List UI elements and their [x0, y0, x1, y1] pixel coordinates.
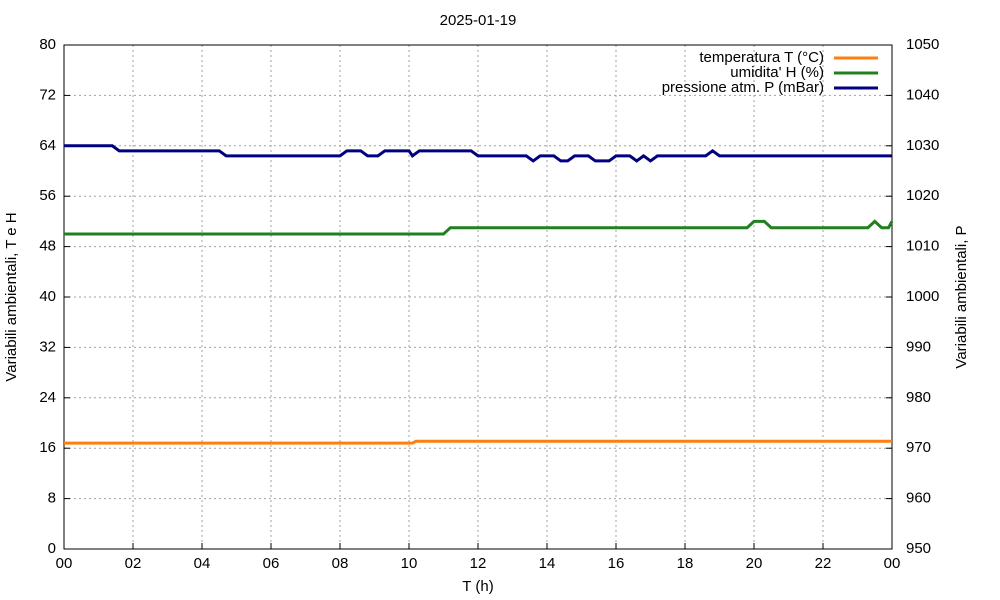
x-tick-label: 16 [608, 555, 625, 572]
y2-tick-label: 980 [906, 389, 931, 406]
y-tick-label: 64 [39, 137, 56, 154]
y-tick-label: 80 [39, 36, 56, 53]
data-line [64, 144, 892, 163]
y2-tick-label: 1030 [906, 137, 939, 154]
y2-tick-label: 1020 [906, 187, 939, 204]
x-tick-label: 20 [746, 555, 763, 572]
x-tick-label: 08 [332, 555, 349, 572]
y-tick-label: 32 [39, 338, 56, 355]
x-tick-label: 14 [539, 555, 556, 572]
y-tick-label: 24 [39, 389, 56, 406]
y2-tick-label: 960 [906, 490, 931, 507]
legend-label: pressione atm. P (mBar) [662, 79, 824, 96]
x-tick-label: 04 [194, 555, 211, 572]
y-tick-label: 56 [39, 187, 56, 204]
x-tick-label: 00 [884, 555, 901, 572]
y2-tick-label: 1000 [906, 288, 939, 305]
x-tick-label: 10 [401, 555, 418, 572]
y-tick-label: 16 [39, 439, 56, 456]
y-tick-label: 48 [39, 238, 56, 255]
x-tick-label: 18 [677, 555, 694, 572]
x-tick-label: 22 [815, 555, 832, 572]
y2-tick-label: 1050 [906, 36, 939, 53]
y-tick-label: 72 [39, 86, 56, 103]
x-tick-label: 12 [470, 555, 487, 572]
y2-axis-label: Variabili ambientali, P [953, 225, 970, 368]
y2-tick-label: 1010 [906, 238, 939, 255]
data-line [64, 439, 892, 445]
data-line [64, 219, 894, 236]
y-tick-label: 0 [48, 540, 56, 557]
x-tick-label: 02 [125, 555, 142, 572]
x-axis-label: T (h) [462, 578, 493, 595]
y2-tick-label: 950 [906, 540, 931, 557]
y-axis-label: Variabili ambientali, T e H [3, 212, 20, 381]
x-tick-label: 00 [56, 555, 73, 572]
y-tick-label: 40 [39, 288, 56, 305]
x-tick-label: 06 [263, 555, 280, 572]
y2-tick-label: 1040 [906, 86, 939, 103]
legend-label: temperatura T (°C) [699, 49, 824, 66]
chart-title: 2025-01-19 [440, 12, 517, 29]
y2-tick-label: 990 [906, 338, 931, 355]
y-tick-label: 8 [48, 490, 56, 507]
legend-label: umidita' H (%) [730, 64, 824, 81]
plot-border [63, 44, 893, 550]
y2-tick-label: 970 [906, 439, 931, 456]
